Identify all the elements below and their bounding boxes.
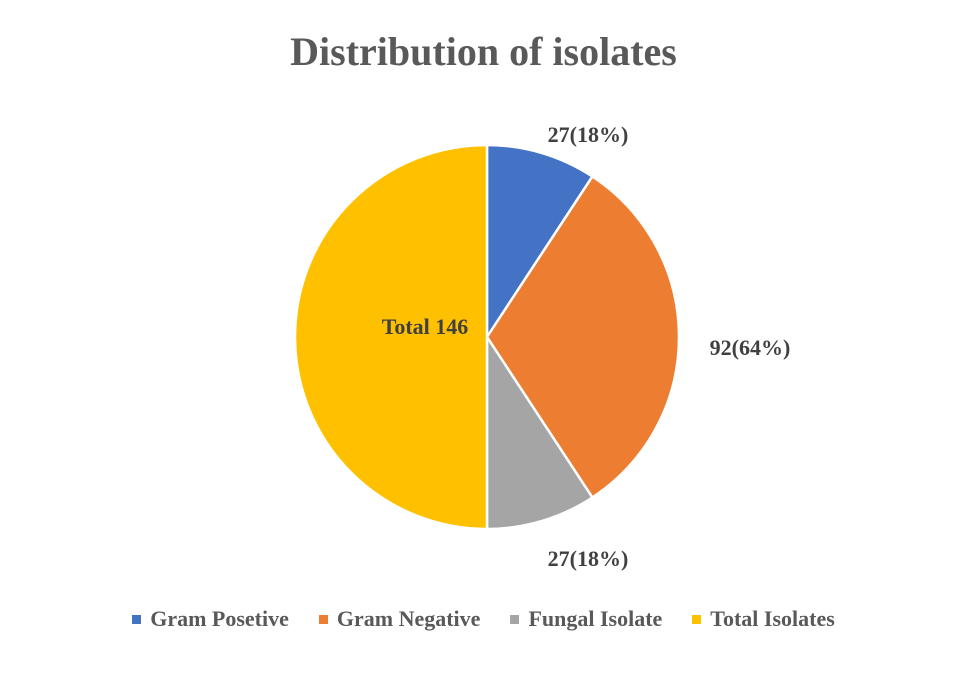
- data-label: 27(18%): [548, 122, 629, 147]
- legend-swatch: [132, 614, 142, 624]
- pie-slices: [293, 143, 681, 531]
- legend-label: Gram Negative: [336, 606, 481, 631]
- pie-slice-total-isolates: [293, 143, 489, 531]
- chart-title: Distribution of isolates: [290, 29, 677, 74]
- legend-swatch: [692, 614, 702, 624]
- pie-slice-gram-negative: [485, 174, 681, 500]
- pie-slice-fungal-isolate: [485, 332, 595, 531]
- legend-item-total-isolates: Total Isolates: [692, 606, 835, 632]
- pie-slice-gram-posetive: [485, 143, 595, 342]
- legend-label: Gram Posetive: [150, 606, 289, 631]
- legend-item-gram-posetive: Gram Posetive: [132, 606, 289, 632]
- legend-item-fungal-isolate: Fungal Isolate: [510, 606, 662, 632]
- legend-swatch: [510, 614, 520, 624]
- data-label: 92(64%): [710, 335, 791, 360]
- data-label: Total 146: [382, 314, 469, 339]
- pie-labels: 27(18%) 92(64%) 27(18%) Total 146: [382, 122, 791, 571]
- legend-label: Total Isolates: [710, 606, 835, 631]
- chart-legend: Gram Posetive Gram Negative Fungal Isola…: [0, 606, 967, 632]
- data-label: 27(18%): [548, 546, 629, 571]
- legend-item-gram-negative: Gram Negative: [318, 606, 481, 632]
- legend-label: Fungal Isolate: [528, 606, 663, 631]
- legend-swatch: [318, 614, 328, 624]
